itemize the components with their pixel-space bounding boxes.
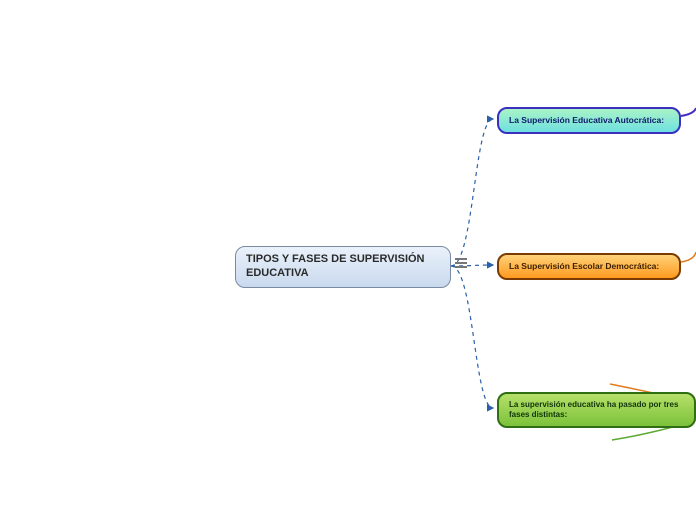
child-fases[interactable]: La supervisión educativa ha pasado por t… [497,392,696,428]
central-topic[interactable]: TIPOS Y FASES DE SUPERVISIÓN EDUCATIVA [235,246,451,288]
child-democratica[interactable]: La Supervisión Escolar Democrática: [497,253,681,280]
child-autocratica[interactable]: La Supervisión Educativa Autocrática: [497,107,681,134]
notes-icon[interactable] [455,258,467,268]
